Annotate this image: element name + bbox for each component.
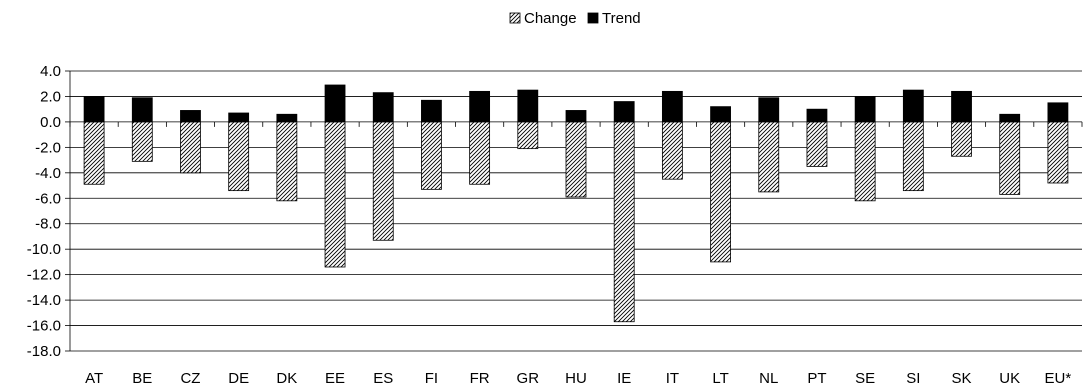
y-tick-label: -18.0	[27, 343, 61, 360]
bar-trend-es	[372, 92, 394, 123]
bar-trend-dk	[276, 113, 298, 123]
bar-change-at	[83, 121, 105, 185]
bar-trend-it	[661, 90, 683, 123]
bar-change-dk	[276, 121, 298, 202]
bar-change-si	[902, 121, 924, 192]
axes	[65, 70, 1083, 352]
x-tick-label: HU	[565, 370, 587, 387]
x-tick-label: NL	[759, 370, 778, 387]
y-tick-label: 0.0	[40, 114, 61, 131]
bar-trend-de	[228, 112, 250, 123]
y-tick-label: -8.0	[35, 216, 61, 233]
x-tick-label: FR	[470, 370, 490, 387]
legend-label-trend: Trend	[602, 10, 641, 27]
bar-trend-pt	[806, 108, 828, 123]
y-tick-label: 4.0	[40, 63, 61, 80]
x-tick-label: PT	[807, 370, 826, 387]
bar-trend-ee	[324, 84, 346, 123]
legend-swatch-trend	[587, 12, 599, 24]
bar-change-uk	[999, 121, 1021, 195]
bar-change-gr	[517, 121, 539, 150]
bar-trend-eustar	[1047, 102, 1069, 123]
bar-change-pt	[806, 121, 828, 167]
bar-trend-si	[902, 89, 924, 123]
y-tick-label: -4.0	[35, 165, 61, 182]
bar-trend-fi	[421, 99, 442, 123]
y-tick-label: 2.0	[40, 88, 61, 105]
x-tick-label: AT	[85, 370, 103, 387]
bar-change-nl	[758, 121, 780, 193]
bar-change-hu	[565, 121, 587, 198]
bar-trend-fr	[469, 90, 491, 123]
x-tick-label: SE	[855, 370, 875, 387]
bar-trend-be	[131, 97, 153, 123]
x-tick-label: LT	[712, 370, 728, 387]
bar-trend-gr	[517, 89, 539, 123]
bar-trend-cz	[180, 110, 201, 123]
bar-trend-nl	[758, 97, 780, 123]
bar-trend-sk	[951, 90, 972, 123]
legend: Change Trend	[509, 10, 641, 27]
bar-change-sk	[951, 121, 972, 157]
bar-trend-hu	[565, 110, 587, 123]
x-tick-label: SK	[952, 370, 972, 387]
y-tick-label: -16.0	[27, 318, 61, 335]
legend-label-change: Change	[524, 10, 577, 27]
x-tick-label: EU*	[1045, 370, 1072, 387]
bar-trend-uk	[999, 113, 1021, 123]
x-axis-tick-labels: AT BE CZ DE DK EE ES FI FR GR HU IE IT LT NL PT SE SI SK UK…	[85, 370, 1071, 387]
bar-change-eustar	[1047, 121, 1069, 184]
y-tick-label: -12.0	[27, 267, 61, 284]
x-tick-label: FI	[425, 370, 438, 387]
bar-change-be	[131, 121, 153, 162]
x-tick-label: ES	[373, 370, 393, 387]
bar-change-ee	[324, 121, 346, 268]
bar-change-ie	[613, 121, 635, 323]
x-tick-label: DE	[228, 370, 249, 387]
bar-change-de	[228, 121, 250, 192]
x-tick-label: CZ	[180, 370, 200, 387]
bar-change-es	[372, 121, 394, 241]
x-tick-label: SI	[906, 370, 920, 387]
bar-change-cz	[180, 121, 201, 174]
x-tick-label: BE	[132, 370, 152, 387]
bar-change-se	[854, 121, 876, 202]
bar-trend-se	[854, 96, 876, 123]
x-tick-label: DK	[276, 370, 297, 387]
x-tick-label: IT	[666, 370, 679, 387]
bars	[83, 84, 1069, 323]
x-tick-label: IE	[617, 370, 631, 387]
bar-change-fi	[421, 121, 442, 190]
y-tick-label: -14.0	[27, 292, 61, 309]
legend-swatch-change	[509, 12, 521, 24]
x-tick-label: GR	[517, 370, 540, 387]
bar-change-lt	[710, 121, 731, 263]
bar-change-fr	[469, 121, 491, 185]
bar-trend-lt	[710, 106, 731, 123]
bar-trend-at	[83, 96, 105, 123]
x-tick-label: EE	[325, 370, 345, 387]
y-tick-label: -6.0	[35, 190, 61, 207]
y-axis-tick-labels: 4.0 2.0 0.0 -2.0 -4.0 -6.0 -8.0 -10.0 -12.0 -14.0…	[27, 63, 61, 360]
bar-change-it	[661, 121, 683, 180]
y-tick-label: -10.0	[27, 241, 61, 258]
bar-trend-ie	[613, 101, 635, 123]
y-tick-label: -2.0	[35, 139, 61, 156]
x-tick-label: UK	[999, 370, 1020, 387]
